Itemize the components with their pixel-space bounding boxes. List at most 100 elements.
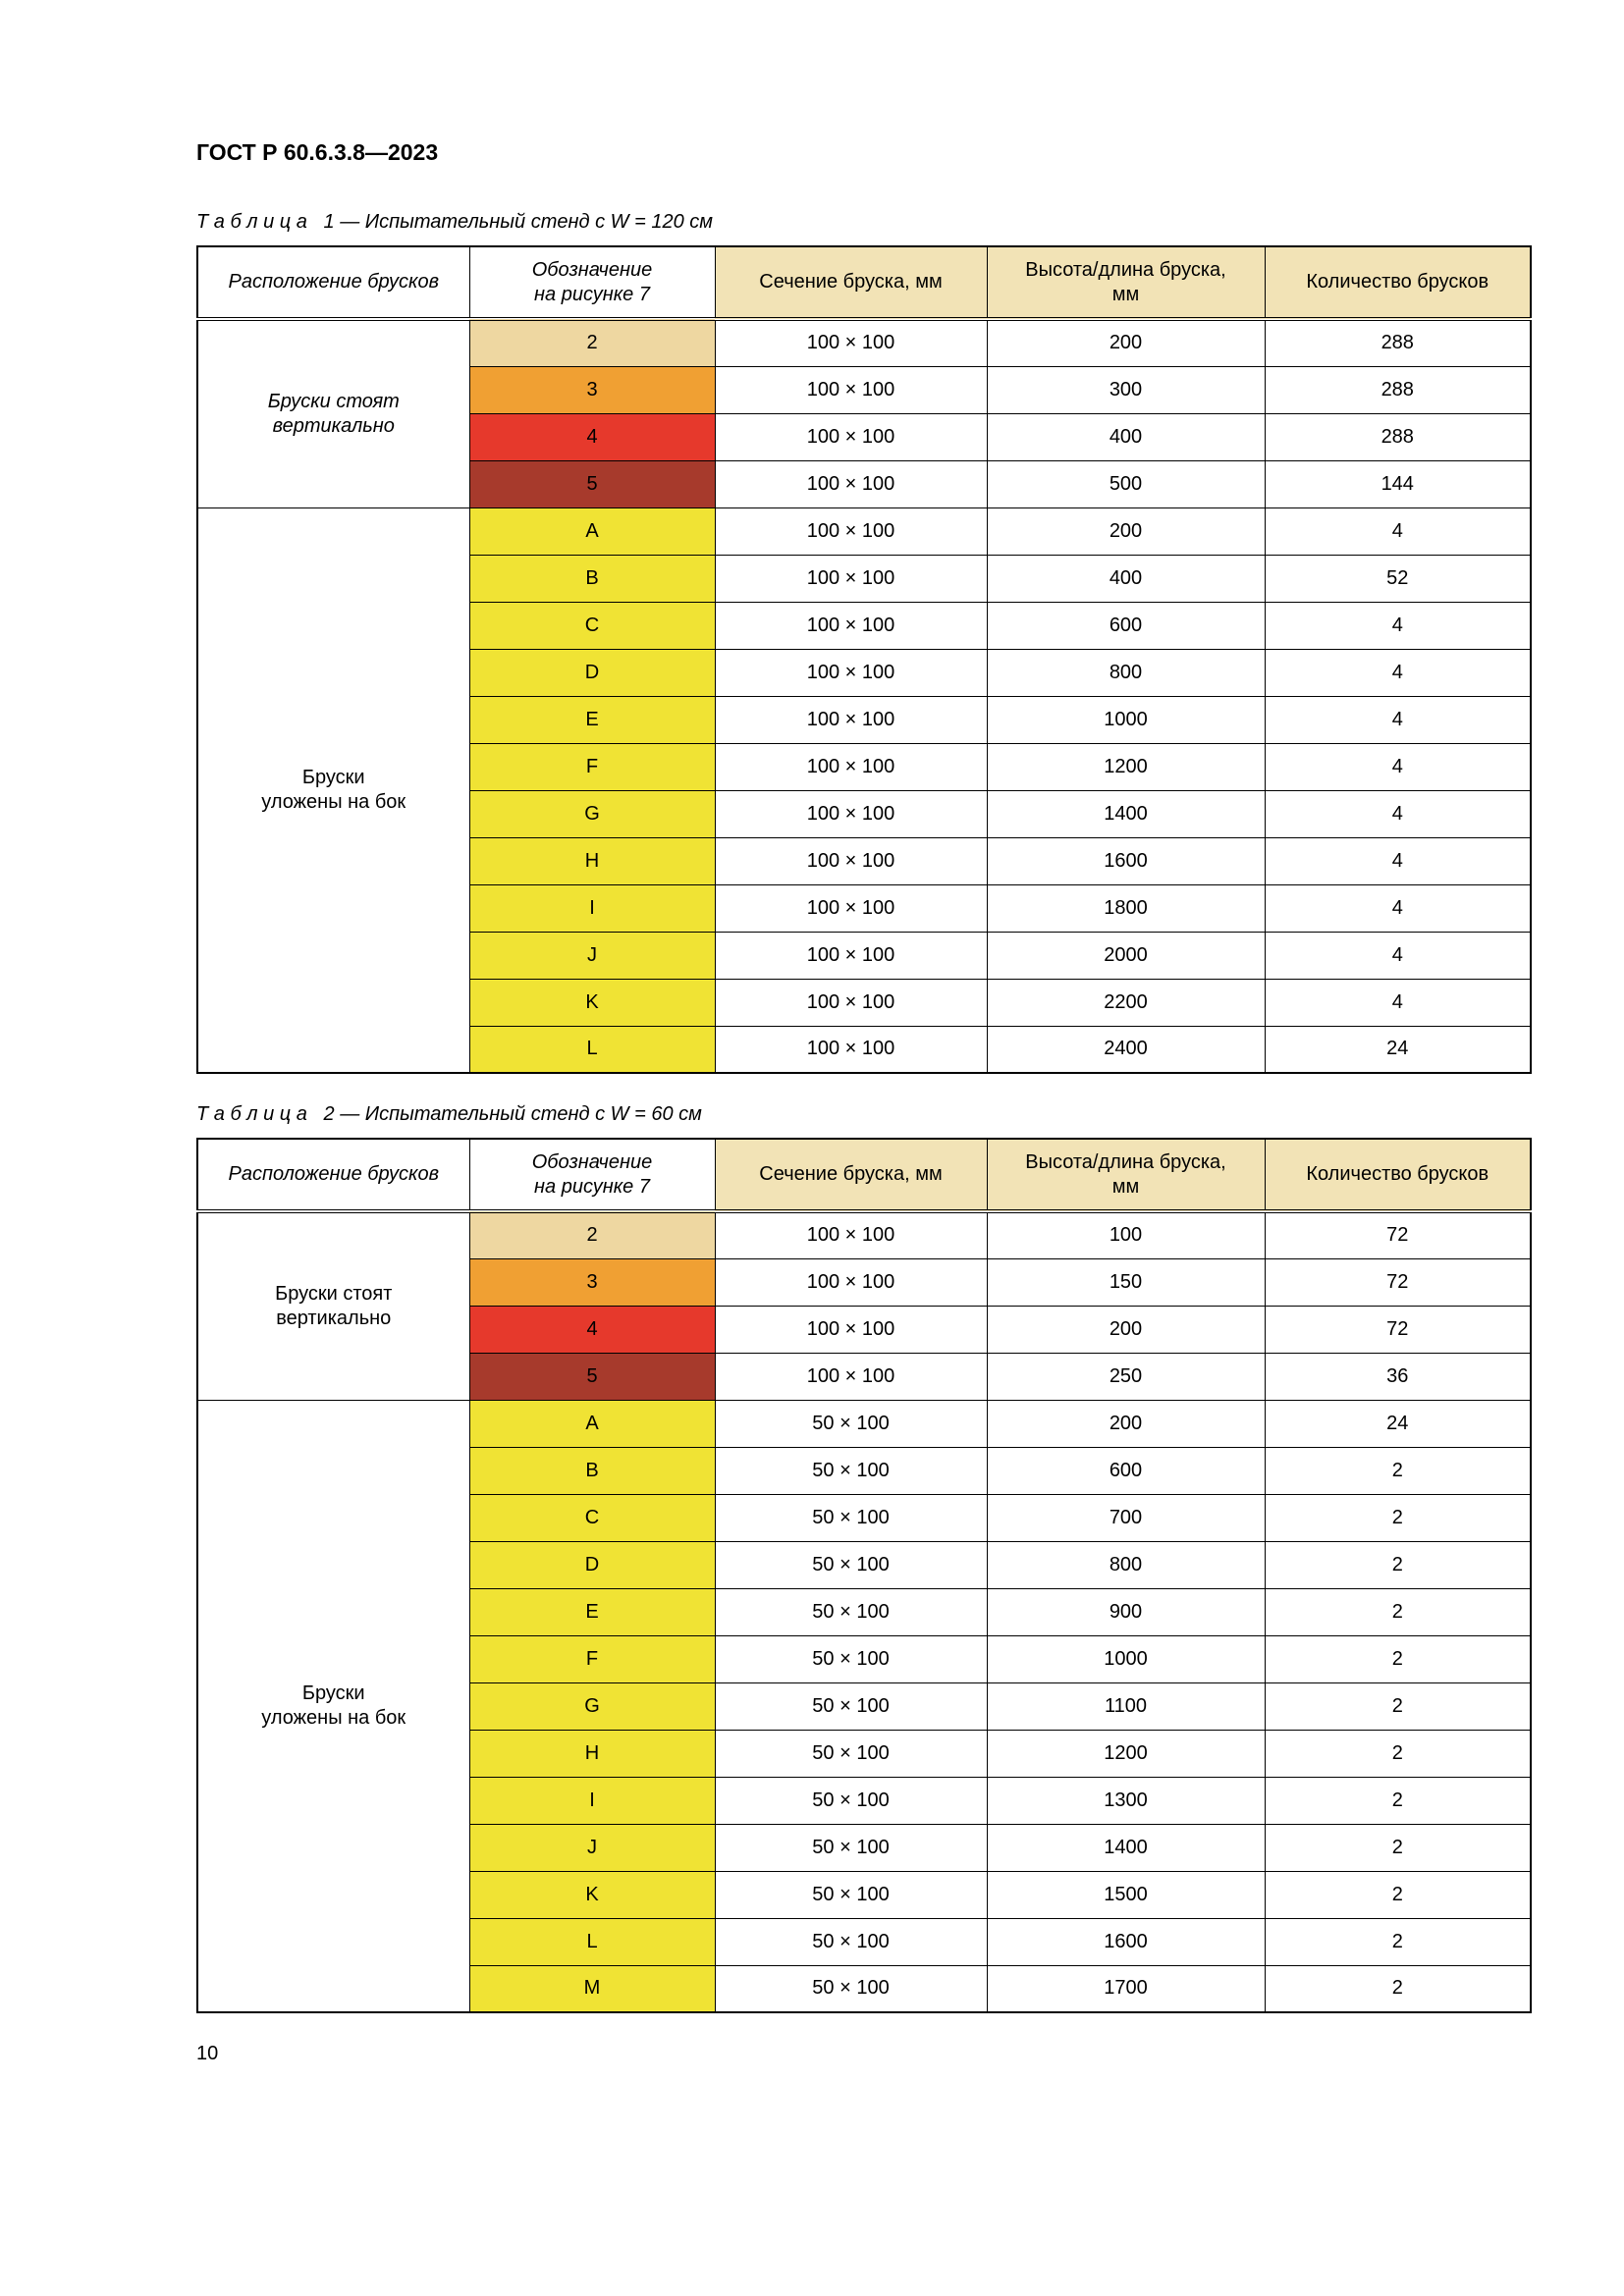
height-cell: 300 — [986, 365, 1266, 414]
count-cell: 2 — [1264, 1823, 1532, 1872]
height-cell: 600 — [986, 601, 1266, 650]
section-cell: 100 × 100 — [714, 695, 988, 744]
designation-cell: L — [468, 1917, 716, 1966]
height-cell: 1600 — [986, 836, 1266, 885]
count-cell: 2 — [1264, 1493, 1532, 1542]
table-row: Бруски уложены на бок A 100 × 100 200 4 — [196, 507, 1532, 1074]
height-cell: 1200 — [986, 1729, 1266, 1778]
designation-cell: F — [468, 1634, 716, 1683]
section-cell: 100 × 100 — [714, 365, 988, 414]
height-cell: 1200 — [986, 742, 1266, 791]
section-cell: 50 × 100 — [714, 1634, 988, 1683]
designation-cell: M — [468, 1964, 716, 2013]
section-cell: 50 × 100 — [714, 1870, 988, 1919]
count-cell: 2 — [1264, 1776, 1532, 1825]
column-header: Высота/длина бруска, мм — [986, 245, 1266, 321]
table-row: L 50 × 100 1600 2 — [197, 1917, 1532, 1966]
group-label-cell: Бруски стоят вертикально — [196, 318, 470, 508]
table-2-caption: Т а б л и ц а 2 — Испытательный стенд с … — [196, 1103, 702, 1125]
count-cell: 72 — [1264, 1257, 1532, 1307]
height-cell: 800 — [986, 1540, 1266, 1589]
count-cell: 36 — [1264, 1352, 1532, 1401]
designation-cell: H — [468, 1729, 716, 1778]
count-cell: 2 — [1264, 1917, 1532, 1966]
height-cell: 1000 — [986, 695, 1266, 744]
designation-cell: H — [468, 836, 716, 885]
height-cell: 250 — [986, 1352, 1266, 1401]
section-cell: 50 × 100 — [714, 1446, 988, 1495]
height-cell: 600 — [986, 1446, 1266, 1495]
height-cell: 2000 — [986, 931, 1266, 980]
count-cell: 24 — [1264, 1399, 1532, 1448]
section-cell: 50 × 100 — [714, 1399, 988, 1448]
count-cell: 4 — [1264, 836, 1532, 885]
count-cell: 4 — [1264, 789, 1532, 838]
table-row: Бруски стоят вертикально 2 100 × 100 100 72 — [196, 1210, 1532, 1401]
designation-cell: E — [468, 695, 716, 744]
table-row: C 50 × 100 700 2 — [197, 1493, 1532, 1542]
table-row: E 100 × 100 1000 4 — [197, 695, 1532, 744]
section-cell: 100 × 100 — [714, 459, 988, 508]
table-row: 4 100 × 100 400 288 — [197, 412, 1532, 461]
designation-cell: F — [468, 742, 716, 791]
section-cell: 100 × 100 — [714, 1305, 988, 1354]
table-row: Бруски уложены на бок A 50 × 100 200 24 — [196, 1399, 1532, 2013]
table-row: 3 100 × 100 300 288 — [197, 365, 1532, 414]
count-cell: 2 — [1264, 1682, 1532, 1731]
table-row: 5 100 × 100 250 36 — [197, 1352, 1532, 1401]
column-header: Расположение брусков — [196, 245, 470, 321]
column-header: Сечение бруска, мм — [714, 245, 988, 321]
column-header: Количество брусков — [1264, 1138, 1532, 1213]
table-row: M 50 × 100 1700 2 — [197, 1964, 1532, 2013]
designation-cell: G — [468, 1682, 716, 1731]
height-cell: 200 — [986, 1399, 1266, 1448]
column-header: Высота/длина бруска, мм — [986, 1138, 1266, 1213]
table-2-section: Т а б л и ц а 2 — Испытательный стенд с … — [196, 1103, 1532, 2013]
designation-cell: D — [468, 1540, 716, 1589]
height-cell: 1700 — [986, 1964, 1266, 2013]
height-cell: 400 — [986, 554, 1266, 603]
count-cell: 52 — [1264, 554, 1532, 603]
height-cell: 1400 — [986, 789, 1266, 838]
section-cell: 50 × 100 — [714, 1917, 988, 1966]
table-header-row: Расположение брусков Обозначение на рисун… — [196, 245, 1532, 321]
table-1-caption: Т а б л и ц а 1 — Испытательный стенд с … — [196, 211, 713, 233]
section-cell: 100 × 100 — [714, 836, 988, 885]
section-cell: 100 × 100 — [714, 883, 988, 933]
count-cell: 2 — [1264, 1870, 1532, 1919]
designation-cell: 4 — [468, 1305, 716, 1354]
designation-cell: 2 — [468, 318, 716, 367]
table-row: H 50 × 100 1200 2 — [197, 1729, 1532, 1778]
designation-cell: D — [468, 648, 716, 697]
count-cell: 4 — [1264, 883, 1532, 933]
section-cell: 50 × 100 — [714, 1587, 988, 1636]
count-cell: 4 — [1264, 648, 1532, 697]
count-cell: 2 — [1264, 1964, 1532, 2013]
section-cell: 100 × 100 — [714, 978, 988, 1027]
designation-cell: C — [468, 601, 716, 650]
designation-cell: I — [468, 883, 716, 933]
section-cell: 50 × 100 — [714, 1776, 988, 1825]
height-cell: 1100 — [986, 1682, 1266, 1731]
table-row: 5 100 × 100 500 144 — [197, 459, 1532, 508]
height-cell: 200 — [986, 1305, 1266, 1354]
count-cell: 4 — [1264, 601, 1532, 650]
designation-cell: 3 — [468, 1257, 716, 1307]
designation-cell: B — [468, 554, 716, 603]
section-cell: 100 × 100 — [714, 412, 988, 461]
section-cell: 100 × 100 — [714, 554, 988, 603]
table-row: C 100 × 100 600 4 — [197, 601, 1532, 650]
table-row: Бруски стоят вертикально 2 100 × 100 200 288 — [196, 318, 1532, 508]
height-cell: 500 — [986, 459, 1266, 508]
designation-cell: C — [468, 1493, 716, 1542]
count-cell: 24 — [1264, 1025, 1532, 1074]
section-cell: 100 × 100 — [714, 931, 988, 980]
designation-cell: A — [468, 507, 716, 556]
group-label-cell: Бруски уложены на бок — [196, 507, 470, 1074]
designation-cell: 2 — [468, 1210, 716, 1259]
height-cell: 700 — [986, 1493, 1266, 1542]
height-cell: 2400 — [986, 1025, 1266, 1074]
section-cell: 50 × 100 — [714, 1682, 988, 1731]
section-cell: 100 × 100 — [714, 1210, 988, 1259]
